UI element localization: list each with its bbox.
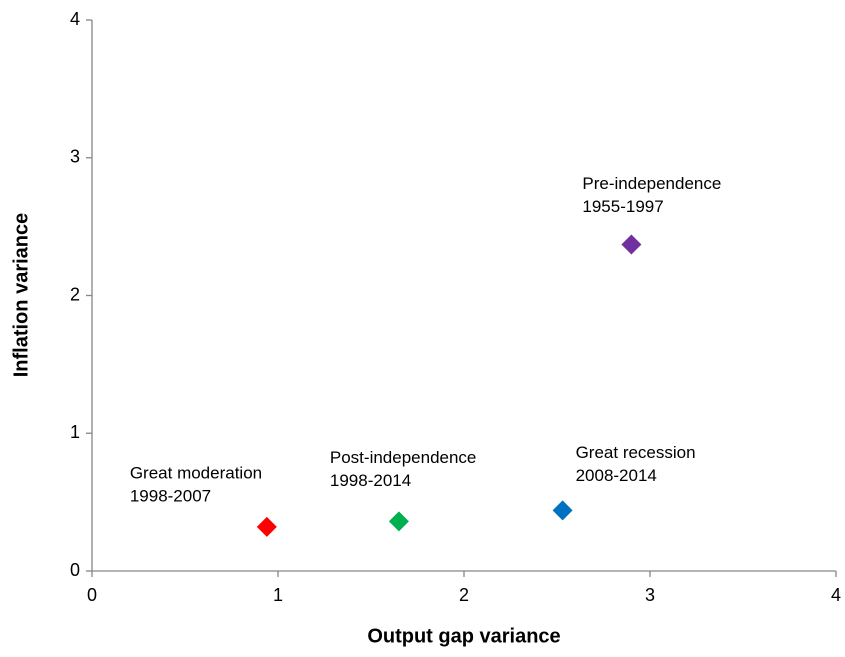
y-tick-label: 3 <box>70 147 80 167</box>
point-label: 2008-2014 <box>576 466 657 485</box>
y-tick-label: 1 <box>70 422 80 442</box>
point-label: 1955-1997 <box>582 197 663 216</box>
x-axis-title: Output gap variance <box>367 625 560 647</box>
x-tick-label: 3 <box>645 585 655 605</box>
point-label: 1998-2014 <box>330 471 411 490</box>
point-label: Pre-independence <box>582 174 721 193</box>
point-label: Great moderation <box>130 463 262 482</box>
y-tick-label: 4 <box>70 9 80 29</box>
point <box>621 234 642 255</box>
y-tick-label: 0 <box>70 560 80 580</box>
x-tick-label: 4 <box>831 585 841 605</box>
point <box>388 511 409 532</box>
point-label: 1998-2007 <box>130 486 211 505</box>
x-tick-label: 0 <box>87 585 97 605</box>
point-label: Post-independence <box>330 448 477 467</box>
y-axis-title: Inflation variance <box>10 213 32 378</box>
point <box>552 500 573 521</box>
point-label: Great recession <box>576 443 696 462</box>
y-tick-label: 2 <box>70 284 80 304</box>
point <box>256 516 277 537</box>
x-tick-label: 1 <box>273 585 283 605</box>
x-tick-label: 2 <box>459 585 469 605</box>
